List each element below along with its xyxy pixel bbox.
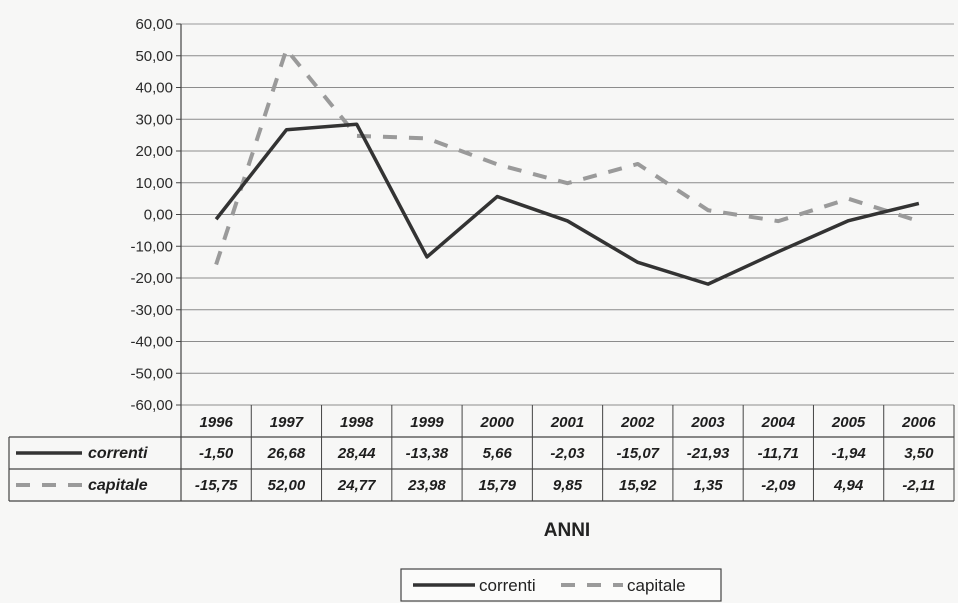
x-category-label: 2001 <box>550 414 584 431</box>
x-category-label: 2006 <box>901 414 936 431</box>
x-category-label: 2000 <box>480 414 515 431</box>
y-tick-label: 20,00 <box>135 143 173 160</box>
plot-series <box>214 47 920 286</box>
table-cell-value: -2,09 <box>761 477 796 494</box>
table-cell-value: -13,38 <box>406 445 449 462</box>
y-tick-label: -60,00 <box>130 397 173 414</box>
x-category-label: 2002 <box>620 414 655 431</box>
gridlines <box>181 23 954 406</box>
x-category-label: 1998 <box>340 414 374 431</box>
table-cell-value: 3,50 <box>904 445 934 462</box>
series-line-capitale <box>214 47 920 266</box>
x-category-label: 2005 <box>831 414 866 431</box>
x-category-label: 2004 <box>761 414 796 431</box>
table-cell-value: -15,07 <box>616 445 659 462</box>
y-tick-label: -20,00 <box>130 270 173 287</box>
table-cell-value: 4,94 <box>833 477 864 494</box>
table-cell-value: -21,93 <box>687 445 730 462</box>
table-cell-value: 28,44 <box>337 445 376 462</box>
y-tick-label: 40,00 <box>135 80 173 97</box>
x-category-label: 1996 <box>199 414 233 431</box>
table-cell-value: 15,79 <box>478 477 516 494</box>
table-cell-value: -15,75 <box>195 477 238 494</box>
table-cell-value: -2,11 <box>902 477 935 494</box>
table-cell-value: -1,50 <box>199 445 234 462</box>
x-category-label: 1997 <box>270 414 304 431</box>
table-cell-value: 24,77 <box>337 477 376 494</box>
table-cell-value: -2,03 <box>550 445 585 462</box>
x-category-label: 2003 <box>690 414 725 431</box>
data-table: 1996 1997 1998 1999 2000 2001 2002 2003 2004 2005… <box>8 405 955 502</box>
series-line-correnti <box>214 122 920 286</box>
y-tick-label: 50,00 <box>135 48 173 65</box>
table-row-label: capitale <box>88 477 148 494</box>
table-cell-value: 1,35 <box>693 477 723 494</box>
x-axis-title: ANNI <box>544 520 590 541</box>
y-tick-label: 10,00 <box>135 175 173 192</box>
y-tick-label: -30,00 <box>130 302 173 319</box>
legend-label-capitale: capitale <box>627 576 686 595</box>
y-tick-label: -10,00 <box>130 238 173 255</box>
y-tick-label: 60,00 <box>135 16 173 33</box>
legend: correnti capitale <box>400 568 722 602</box>
y-tick-label: 0,00 <box>144 207 173 224</box>
table-cell-value: 5,66 <box>483 445 513 462</box>
legend-label-correnti: correnti <box>479 576 536 595</box>
table-cell-value: 15,92 <box>619 477 657 494</box>
y-axis: 60,00 50,00 40,00 30,00 20,00 10,00 0,00 -10,00… <box>130 16 182 501</box>
y-tick-label: -40,00 <box>130 334 173 351</box>
table-cell-value: 9,85 <box>553 477 583 494</box>
table-cell-value: 23,98 <box>407 477 446 494</box>
table-cell-value: -11,71 <box>758 445 799 462</box>
table-row-label: correnti <box>88 445 148 462</box>
x-category-label: 1999 <box>410 414 444 431</box>
y-tick-label: -50,00 <box>130 365 173 382</box>
table-cell-value: 26,68 <box>267 445 306 462</box>
table-cell-value: -1,94 <box>831 445 866 462</box>
table-cell-value: 52,00 <box>268 477 306 494</box>
y-tick-label: 30,00 <box>135 111 173 128</box>
